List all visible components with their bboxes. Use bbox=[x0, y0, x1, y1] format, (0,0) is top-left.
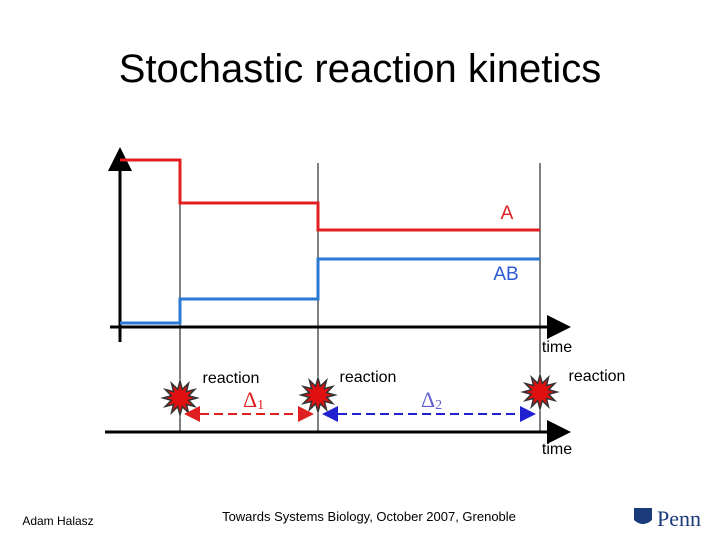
interval-symbol: Δ bbox=[421, 387, 435, 412]
axis-label: time bbox=[542, 339, 572, 356]
footer-author: Adam Halasz bbox=[22, 514, 93, 528]
interval-subscript: 1 bbox=[257, 398, 264, 413]
footer-event: Towards Systems Biology, October 2007, G… bbox=[222, 509, 516, 524]
interval-subscript: 2 bbox=[435, 398, 442, 413]
species-a-curve bbox=[120, 158, 540, 232]
species-label: AB bbox=[493, 264, 518, 285]
logo: Penn bbox=[634, 506, 701, 531]
axis-label: time bbox=[542, 441, 572, 458]
event-label: reaction bbox=[569, 368, 626, 385]
event-label: reaction bbox=[203, 370, 260, 387]
reaction-star bbox=[520, 372, 560, 412]
logo-shield bbox=[634, 508, 652, 524]
interval-symbol: Δ bbox=[243, 387, 257, 412]
interval-label: Δ2 bbox=[421, 387, 442, 413]
slide-title: Stochastic reaction kinetics bbox=[119, 47, 601, 91]
interval-label: Δ1 bbox=[243, 387, 264, 413]
event-label: reaction bbox=[340, 369, 397, 386]
logo-text: Penn bbox=[657, 506, 701, 531]
species-ab-curve bbox=[120, 257, 540, 325]
species-label: A bbox=[501, 203, 514, 224]
